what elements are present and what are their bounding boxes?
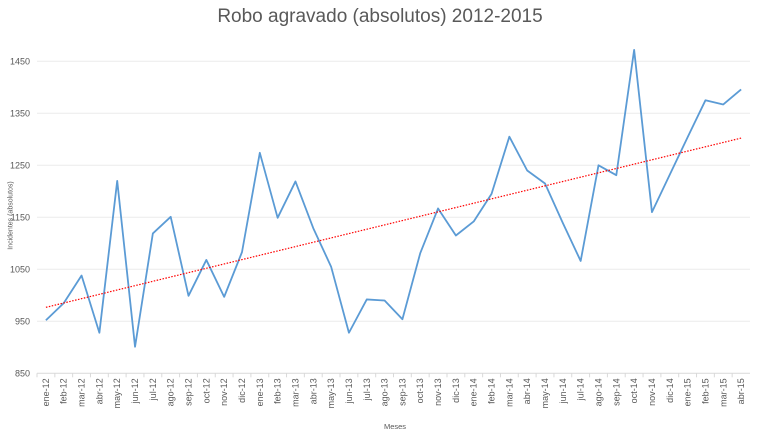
x-tick-label: oct-13 [415, 378, 425, 403]
x-tick-label: ene-15 [683, 378, 693, 406]
chart-title: Robo agravado (absolutos) 2012-2015 [217, 6, 543, 27]
data-series-line [45, 48, 742, 348]
y-tick-label: 1350 [10, 108, 30, 118]
x-tick-label: nov-12 [219, 378, 229, 406]
x-tick-label: abr-14 [522, 378, 532, 404]
x-tick-label: sep-14 [611, 378, 621, 406]
x-tick-label: ago-13 [380, 378, 390, 406]
y-tick-label: 1050 [10, 264, 30, 274]
x-tick-label: dic-14 [665, 378, 675, 403]
x-tick-label: dic-12 [237, 378, 247, 403]
x-tick-label: jul-13 [362, 378, 372, 401]
x-tick-label: ene-14 [469, 378, 479, 406]
x-tick-label: nov-13 [433, 378, 443, 406]
x-tick-label: mar-14 [504, 378, 514, 407]
x-tick-label: mar-15 [718, 378, 728, 407]
x-tick-label: jul-14 [576, 378, 586, 401]
x-tick-label: nov-14 [647, 378, 657, 406]
x-tick-label: abr-13 [308, 378, 318, 404]
x-tick-label: jun-12 [130, 378, 140, 404]
x-tick-label: feb-14 [487, 378, 497, 404]
x-tick-label: ene-12 [41, 378, 51, 406]
x-tick-label: feb-12 [59, 378, 69, 404]
x-tick-label: dic-13 [451, 378, 461, 403]
y-tick-label: 850 [15, 368, 30, 378]
x-tick-label: feb-15 [700, 378, 710, 404]
x-tick-label: may-13 [326, 378, 336, 408]
y-tick-label: 1250 [10, 160, 30, 170]
x-tick-label: sep-13 [397, 378, 407, 406]
x-tick-label: abr-15 [736, 378, 746, 404]
y-tick-label: 1150 [11, 212, 30, 222]
x-tick-label: oct-14 [629, 378, 639, 403]
y-tick-label: 1450 [10, 56, 30, 66]
x-tick-label: sep-12 [184, 378, 194, 406]
x-tick-label: abr-12 [94, 378, 104, 404]
x-tick-label: jun-13 [344, 378, 354, 404]
x-axis-title: Meses [383, 422, 407, 431]
x-tick-label: oct-12 [201, 378, 211, 403]
x-tick-label: jul-12 [148, 378, 158, 401]
x-tick-label: ene-13 [255, 378, 265, 406]
x-tick-label: jun-14 [558, 378, 568, 404]
x-tick-label: ago-14 [593, 378, 603, 406]
trendline [45, 137, 742, 308]
x-tick-label: mar-13 [290, 378, 300, 407]
x-tick-label: feb-13 [273, 378, 283, 404]
x-tick-label: may-14 [540, 378, 550, 408]
x-tick-label: may-12 [112, 378, 122, 408]
y-tick-label: 950 [15, 316, 30, 326]
x-tick-label: mar-12 [77, 378, 87, 407]
x-tick-label: ago-12 [166, 378, 176, 406]
